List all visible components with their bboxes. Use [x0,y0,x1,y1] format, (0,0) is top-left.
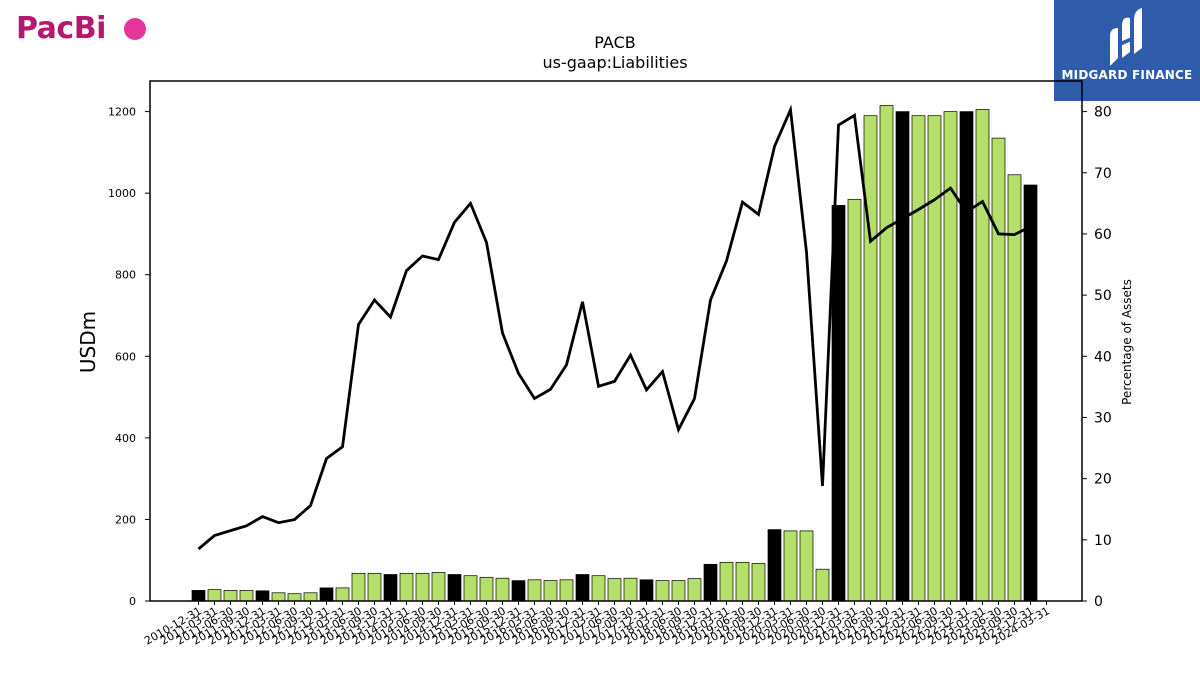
bar-2022-12-31 [959,111,974,602]
bar-2012-09-30 [303,592,318,602]
bar-2020-12-31 [831,205,846,602]
bar-2014-06-30 [415,572,430,602]
bar-2013-06-30 [351,572,366,602]
y2-tick-label-20: 20 [1094,472,1112,488]
y2-tick-label-0: 0 [1094,594,1103,610]
bar-2014-03-31 [399,572,414,602]
bar-2016-09-30 [559,579,574,602]
bar-2021-06-30 [863,115,878,602]
y-tick-label-600: 600 [115,350,136,363]
y2-tick-label-30: 30 [1094,410,1112,426]
bar-2022-06-30 [927,115,942,602]
bar-2015-09-30 [495,577,510,602]
y2-tick-label-60: 60 [1094,227,1112,243]
y2-axis-label: Percentage of Assets [1120,279,1134,405]
bar-2021-03-31 [847,198,862,602]
bar-2018-03-31 [655,580,670,602]
bar-2014-09-30 [431,572,446,602]
bar-2020-09-30 [815,568,830,602]
bar-2018-09-30 [687,578,702,602]
midgard-logo-icon [1110,8,1142,66]
bar-2015-12-31 [511,580,526,602]
bar-2019-06-30 [735,561,750,602]
bar-2019-09-30 [751,563,766,602]
y2-tick-label-50: 50 [1094,288,1112,304]
bar-2020-06-30 [799,530,814,602]
bar-2022-03-31 [911,115,926,602]
pacbio-logo-text: PacBi [16,11,106,46]
bar-2014-12-31 [447,574,462,602]
bar-2018-06-30 [671,580,686,602]
bar-2017-03-31 [591,575,606,602]
bar-2022-09-30 [943,111,958,602]
y-tick-label-1200: 1200 [108,106,136,119]
bar-2011-06-30 [223,590,238,602]
bar-2019-12-31 [767,529,782,602]
bar-2019-03-31 [719,561,734,602]
y-tick-label-1000: 1000 [108,187,136,200]
y2-tick-label-70: 70 [1094,166,1112,182]
bar-2011-03-31 [207,589,222,602]
bar-2023-06-30 [991,137,1006,602]
bar-2023-09-30 [1007,174,1022,602]
bar-2013-03-31 [335,587,350,602]
bar-2018-12-31 [703,563,718,602]
bar-2020-03-31 [783,530,798,602]
plot-frame [149,80,1083,602]
bar-2012-06-30 [287,593,302,602]
bar-2015-03-31 [463,575,478,602]
pacbio-logo-dot [124,18,146,40]
chart-subtitle: us-gaap:Liabilities [542,53,687,72]
bar-2023-03-31 [975,109,990,602]
y2-tick-label-10: 10 [1094,533,1112,549]
chart-title: PACB [594,33,635,52]
midgard-finance-badge: MIDGARD FINANCE [1054,0,1200,101]
y2-tick-label-80: 80 [1094,105,1112,121]
bar-2011-12-31 [255,590,270,602]
midgard-finance-text: MIDGARD FINANCE [1061,68,1193,82]
bar-2016-12-31 [575,574,590,602]
bar-2010-12-31 [191,590,206,602]
bar-2015-06-30 [479,576,494,602]
axes-group: 0200400600800100012000102030405060708020… [108,80,1112,648]
y-tick-label-400: 400 [115,432,136,445]
line-group [197,104,1032,551]
bar-2013-12-31 [383,574,398,602]
bar-2017-09-30 [623,577,638,602]
pacbio-logo: PacBi [16,8,146,50]
bars-group [191,105,1038,602]
bar-2016-03-31 [527,579,542,602]
bar-2017-06-30 [607,578,622,602]
bar-2013-09-30 [367,572,382,602]
bar-2012-03-31 [271,592,286,602]
y-tick-label-800: 800 [115,269,136,282]
y-tick-label-200: 200 [115,513,136,526]
bar-2016-06-30 [543,580,558,602]
y2-tick-label-40: 40 [1094,349,1112,365]
bar-2021-09-30 [879,105,894,602]
y-tick-label-0: 0 [129,595,136,608]
percentage-line [197,104,1032,551]
bar-2011-09-30 [239,590,254,602]
bar-2012-12-31 [319,587,334,602]
bar-2017-12-31 [639,579,654,602]
bar-2023-12-31 [1023,184,1038,602]
bar-2021-12-31 [895,111,910,602]
y-axis-label: USDm [76,311,100,373]
